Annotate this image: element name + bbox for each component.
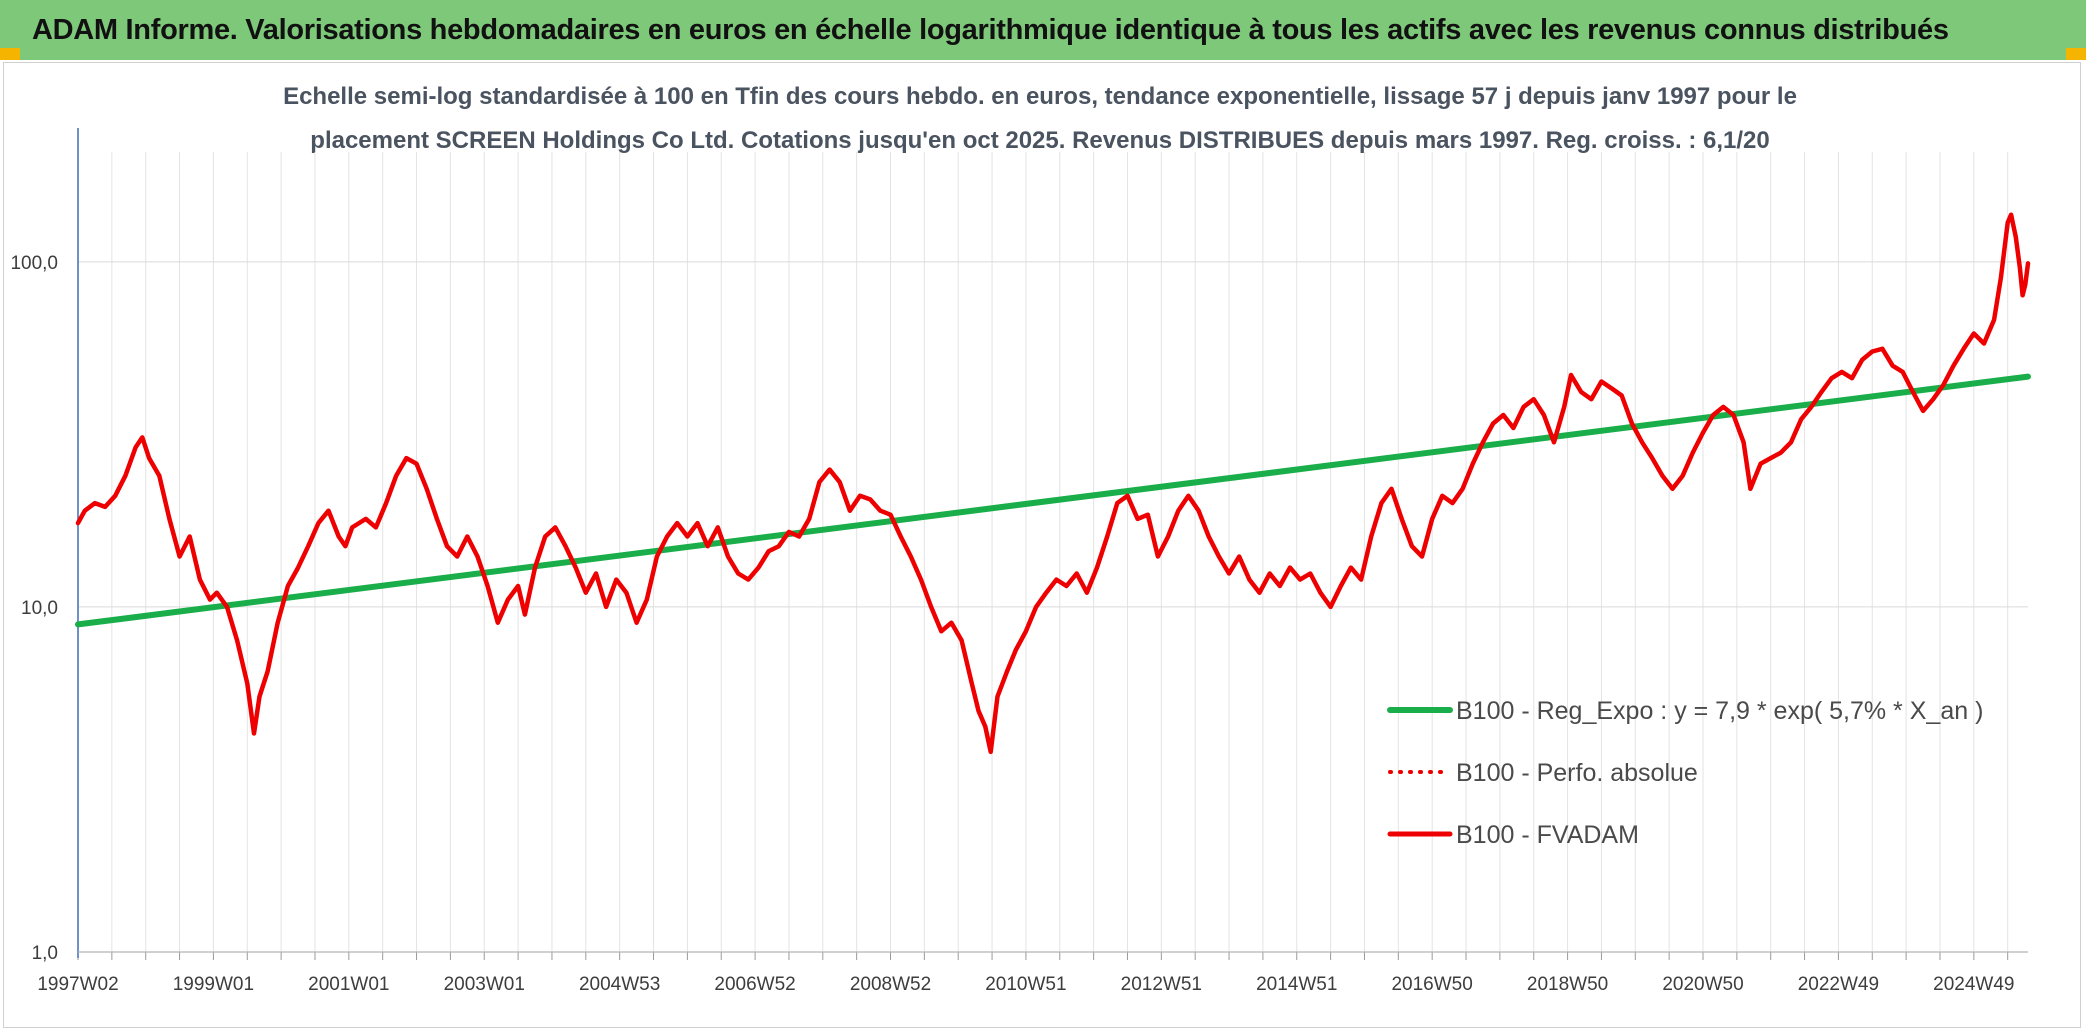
x-tick-label: 2022W49: [1798, 974, 1879, 995]
chart-subtitle-line-1: Echelle semi-log standardisée à 100 en T…: [283, 83, 1797, 110]
y-tick-label: 100,0: [10, 253, 58, 274]
report-header: ADAM Informe. Valorisations hebdomadaire…: [0, 0, 2086, 60]
x-tick-label: 1997W02: [37, 974, 118, 995]
legend-label: B100 - FVADAM: [1456, 821, 1639, 849]
x-tick-label: 2012W51: [1121, 974, 1202, 995]
x-tick-label: 2008W52: [850, 974, 931, 995]
x-tick-label: 2003W01: [444, 974, 525, 995]
x-tick-label: 2004W53: [579, 974, 660, 995]
x-tick-label: 2016W50: [1391, 974, 1472, 995]
line-chart: Echelle semi-log standardisée à 100 en T…: [10, 83, 2031, 995]
x-tick-label: 2006W52: [714, 974, 795, 995]
x-tick-label: 2010W51: [985, 974, 1066, 995]
corner-marker-left: [0, 48, 20, 60]
corner-marker-right: [2066, 48, 2086, 60]
x-tick-label: 2020W50: [1662, 974, 1743, 995]
fvadam-line: [75, 212, 2031, 755]
chart-subtitle-line-2: placement SCREEN Holdings Co Ltd. Cotati…: [310, 127, 1769, 154]
series: [75, 212, 2031, 755]
tick-labels: 1,0 10,0 100,0 1997W02 1999W01 2001W01 2003W01…: [10, 253, 2014, 995]
legend-label: B100 - Reg_Expo : y = 7,9 * exp( 5,7% * …: [1456, 697, 1983, 725]
trend-line: [75, 373, 2031, 628]
y-tick-label: 10,0: [21, 598, 58, 619]
x-tick-label: 2024W49: [1933, 974, 2014, 995]
x-tick-label: 2014W51: [1256, 974, 1337, 995]
axes: [77, 128, 2028, 960]
grid: [77, 152, 2028, 953]
x-tick-label: 2018W50: [1527, 974, 1608, 995]
legend-label: B100 - Perfo. absolue: [1456, 759, 1698, 787]
y-tick-label: 1,0: [32, 943, 58, 964]
x-tick-label: 2001W01: [308, 974, 389, 995]
x-tick-label: 1999W01: [173, 974, 254, 995]
legend: B100 - Reg_Expo : y = 7,9 * exp( 5,7% * …: [1387, 697, 1983, 849]
report-title: ADAM Informe. Valorisations hebdomadaire…: [32, 13, 1949, 46]
chart-frame: [3, 62, 2081, 1028]
